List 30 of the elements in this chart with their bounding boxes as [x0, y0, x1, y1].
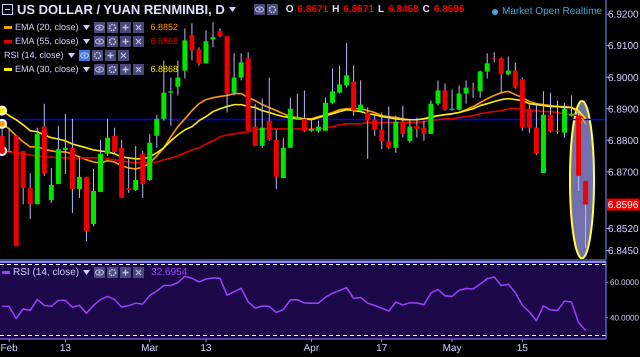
- annotation: Market Open Realtime: [500, 6, 602, 17]
- y-tick-label: 6.8900: [608, 104, 640, 116]
- annotation: O 6.8671 H 6.8671 L 6.8458 C 6.8596: [286, 4, 464, 15]
- annotation: RSI (14, close): [4, 50, 64, 60]
- y-tick-label: 6.8700: [608, 167, 640, 178]
- y-tick-label: 6.8800: [608, 136, 640, 147]
- legend-label: RSI (14, close): [13, 266, 80, 278]
- y-tick-label: 6.8520: [608, 224, 640, 236]
- legend-label: EMA (20, close): [15, 22, 79, 32]
- x-tick-label: 17: [376, 343, 388, 354]
- y-tick-label: 40.0000: [610, 314, 640, 323]
- legend-label: EMA (30, close): [15, 64, 79, 74]
- x-tick-label: Apr: [304, 343, 320, 354]
- x-tick-label: May: [442, 343, 462, 354]
- x-tick-label: 13: [200, 343, 212, 354]
- y-tick-label: 6.8450: [608, 246, 640, 258]
- y-tick-label: 6.9000: [608, 72, 640, 84]
- x-tick-label: 15: [516, 343, 528, 354]
- y-tick-label: 6.9200: [608, 10, 640, 21]
- chart-title: US DOLLAR / YUAN RENMINBI, D: [17, 2, 225, 17]
- annotation: 6.8852: [150, 22, 178, 32]
- legend-label: EMA (55, close): [15, 36, 79, 46]
- annotation: 32.6954: [151, 266, 188, 278]
- x-tick-label: 13: [60, 343, 72, 354]
- x-tick-label: Mar: [141, 343, 160, 354]
- y-tick-label: 60.0000: [610, 278, 640, 288]
- text: 6.8596: [608, 200, 639, 212]
- x-tick-label: Feb: [0, 343, 18, 354]
- annotation: 6.8869: [150, 36, 178, 46]
- y-tick-label: 6.9100: [608, 41, 640, 52]
